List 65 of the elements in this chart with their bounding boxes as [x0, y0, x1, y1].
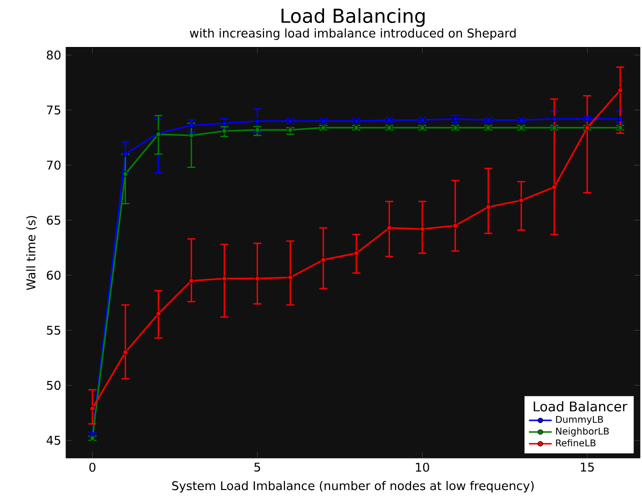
- y-tick-label: 45: [46, 436, 60, 445]
- point: [618, 116, 623, 122]
- y-tick-label: 75: [47, 106, 60, 115]
- point: [254, 127, 260, 133]
- point: [618, 125, 623, 130]
- point: [552, 125, 557, 130]
- point: [452, 116, 458, 122]
- point: [420, 125, 425, 130]
- point: [386, 225, 392, 231]
- point: [584, 116, 590, 122]
- point: [222, 120, 228, 126]
- point: [618, 88, 623, 93]
- legend-label: DummyLB: [556, 416, 603, 425]
- y-tick-label: 70: [47, 160, 60, 170]
- point: [518, 117, 524, 123]
- point: [320, 257, 326, 262]
- point: [386, 117, 392, 123]
- legend-label: RefineLB: [556, 439, 596, 446]
- y-tick-label: 60: [46, 270, 60, 280]
- x-tick-label: 10: [416, 462, 430, 472]
- y-tick-label: 50: [46, 380, 60, 390]
- point: [452, 125, 458, 130]
- y-tick-label: 55: [46, 326, 60, 335]
- point: [354, 125, 359, 130]
- point: [486, 204, 491, 210]
- point: [222, 128, 228, 134]
- point: [156, 311, 162, 316]
- point: [486, 125, 491, 130]
- y-tick-label: 65: [46, 216, 60, 225]
- chart-title: Load Balancing: [282, 8, 425, 27]
- point: [518, 198, 524, 204]
- legend-label: NeighborLB: [556, 427, 609, 436]
- point: [188, 122, 194, 128]
- point: [288, 274, 293, 280]
- point: [518, 125, 524, 130]
- point: [222, 276, 228, 282]
- point: [420, 117, 425, 123]
- point: [90, 436, 96, 441]
- point: [188, 132, 194, 138]
- x-axis-title: System Load Imbalance (number of nodes at low frequency): [172, 480, 534, 493]
- point: [354, 118, 359, 124]
- point: [288, 127, 293, 133]
- chart-subtitle: with increasing load imbalance introduced on Shepard: [190, 28, 516, 40]
- point: [254, 276, 260, 282]
- point: [386, 125, 392, 130]
- point: [320, 125, 326, 130]
- point: [552, 116, 557, 122]
- point: [486, 117, 491, 123]
- point: [122, 350, 128, 355]
- x-tick-label: 0: [89, 462, 96, 472]
- x-tick-label: 15: [580, 462, 594, 472]
- point: [354, 250, 359, 256]
- point: [90, 406, 96, 412]
- point: [320, 118, 326, 124]
- point: [552, 184, 557, 190]
- x-tick-label: 5: [254, 462, 260, 472]
- point: [452, 223, 458, 228]
- point: [420, 226, 425, 232]
- point: [188, 278, 194, 284]
- legend-title: Load Balancer: [534, 401, 628, 412]
- point: [122, 171, 128, 177]
- point: [254, 118, 260, 124]
- y-axis-title: Wall time (s): [26, 216, 37, 290]
- point: [288, 118, 293, 124]
- y-tick-label: 80: [46, 50, 60, 60]
